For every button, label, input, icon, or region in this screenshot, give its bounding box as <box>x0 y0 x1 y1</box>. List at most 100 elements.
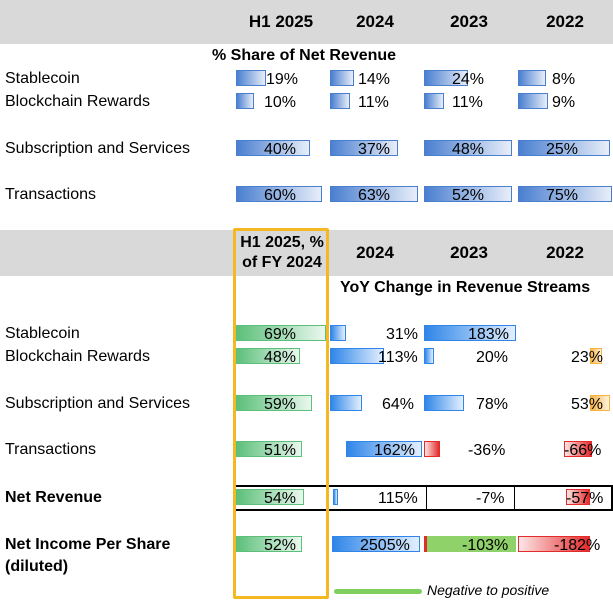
bar-s1-rewards-2023 <box>424 93 444 109</box>
val-s2-subscription-2023: 78% <box>476 396 509 413</box>
bar-s1-rewards-2022 <box>518 93 548 109</box>
bar-s1-subscription-2023 <box>424 140 512 156</box>
row-label-stablecoin: Stablecoin <box>5 70 80 87</box>
bar-s2-net-income-2023 <box>424 536 516 552</box>
val-s2-transactions-2024: 162% <box>374 442 415 459</box>
col-header-2023: 2023 <box>450 12 488 31</box>
bar-s1-transactions-2022 <box>518 186 612 202</box>
net-revenue-divider-3 <box>514 486 515 510</box>
val-s2-net-revenue-2022: -57% <box>566 490 604 507</box>
bar-s2-rewards-h1 <box>236 348 300 364</box>
section2-title: YoY Change in Revenue Streams <box>340 279 591 296</box>
row2-label-net-income: Net Income Per Share <box>5 536 171 553</box>
col-header-2022: 2022 <box>546 12 584 31</box>
val-s2-net-income-2024: 2505% <box>360 537 410 554</box>
col-header-line1: H1 2025, % <box>240 234 324 251</box>
bar-s1-transactions-2023 <box>424 186 512 202</box>
val-s1-rewards-2024: 11% <box>358 94 389 111</box>
val-s2-net-revenue-h1: 54% <box>264 490 297 507</box>
col2-header-2023: 2023 <box>450 243 488 262</box>
val-s1-transactions-2022: 75% <box>546 187 579 204</box>
bar-s2-stablecoin-h1 <box>236 325 326 341</box>
row2-label-stablecoin: Stablecoin <box>5 325 80 342</box>
bar-s1-subscription-h1 <box>236 140 310 156</box>
col-header-h1-2025-pct-fy2024: H1 2025, % of FY 2024 <box>236 233 328 273</box>
val-s2-transactions-h1: 51% <box>264 442 297 459</box>
val-s1-transactions-h1: 60% <box>264 187 297 204</box>
val-s2-transactions-2022: -66% <box>564 442 602 459</box>
bar-s1-rewards-h1 <box>236 93 254 109</box>
bar-s2-transactions-2024 <box>346 441 422 457</box>
val-s2-rewards-2023: 20% <box>476 349 509 366</box>
val-s2-net-revenue-2023: -7% <box>476 490 505 507</box>
bar-s2-net-revenue-2024 <box>333 489 338 505</box>
bar-s2-transactions-2022 <box>564 441 592 457</box>
bar-s1-stablecoin-2023 <box>424 70 468 86</box>
bar-s2-net-income-2022 <box>518 536 590 552</box>
val-s2-stablecoin-2024: 31% <box>386 326 419 343</box>
legend-negative-to-positive-text: Negative to positive <box>427 582 550 598</box>
row2-label-blockchain-rewards: Blockchain Rewards <box>5 348 150 365</box>
bar-s1-subscription-2024 <box>330 140 398 156</box>
bar-s1-stablecoin-2024 <box>330 70 354 86</box>
val-s2-transactions-2023: -36% <box>468 442 506 459</box>
val-s2-stablecoin-2023: 183% <box>468 326 509 343</box>
val-s2-net-income-h1: 52% <box>264 537 297 554</box>
val-s1-stablecoin-2023: 24% <box>452 71 485 88</box>
net-revenue-divider-2 <box>426 486 427 510</box>
bar-s1-stablecoin-h1 <box>236 70 266 86</box>
val-s2-rewards-2022: 23% <box>571 349 604 366</box>
row2-label-transactions: Transactions <box>5 441 96 458</box>
val-s1-stablecoin-h1: 19% <box>266 71 299 88</box>
bar-s2-rewards-2024 <box>330 348 384 364</box>
val-s1-subscription-2022: 25% <box>546 141 579 158</box>
val-s1-rewards-2022: 9% <box>552 94 576 111</box>
col-header-line2: of FY 2024 <box>242 254 322 271</box>
bar-s2-subscription-2022 <box>590 395 610 411</box>
bar-s2-net-income-h1 <box>236 536 302 552</box>
row-label-transactions: Transactions <box>5 186 96 203</box>
val-s1-subscription-2024: 37% <box>358 141 391 158</box>
bar-s2-subscription-h1 <box>236 395 312 411</box>
row-label-blockchain-rewards: Blockchain Rewards <box>5 93 150 110</box>
bar-s2-subscription-2023 <box>424 395 464 411</box>
val-s2-net-income-2023: -103% <box>462 537 509 554</box>
val-s1-transactions-2023: 52% <box>452 187 485 204</box>
bar-s2-rewards-2023 <box>424 348 434 364</box>
bar-s2-stablecoin-2023 <box>424 325 516 341</box>
val-s2-subscription-2024: 64% <box>382 396 415 413</box>
val-s1-rewards-2023: 11% <box>452 94 483 111</box>
val-s1-transactions-2024: 63% <box>358 187 391 204</box>
val-s2-rewards-h1: 48% <box>264 349 297 366</box>
bar-s2-rewards-2022 <box>590 348 602 364</box>
val-s2-rewards-2024: 113% <box>378 349 418 366</box>
val-s1-rewards-h1: 10% <box>264 94 297 111</box>
bar-s2-net-revenue-2022 <box>566 489 590 505</box>
val-s2-net-revenue-2024: 115% <box>378 490 418 507</box>
header-band-middle <box>0 230 613 276</box>
legend-negative-to-positive-line <box>334 589 422 594</box>
bar-s2-net-revenue-h1 <box>236 489 304 505</box>
val-s2-net-income-2022: -182% <box>554 537 601 554</box>
val-s2-subscription-h1: 59% <box>264 396 297 413</box>
bar-s1-transactions-2024 <box>330 186 418 202</box>
row2-label-subscription: Subscription and Services <box>5 395 190 412</box>
val-s1-subscription-2023: 48% <box>452 141 485 158</box>
col-header-h1-2025: H1 2025 <box>248 12 314 31</box>
bar-s1-rewards-2024 <box>330 93 350 109</box>
val-s2-stablecoin-h1: 69% <box>264 326 297 343</box>
bar-s1-transactions-h1 <box>236 186 322 202</box>
h1-2025-highlight-box <box>233 228 329 599</box>
val-s1-subscription-h1: 40% <box>264 141 297 158</box>
bar-s2-transactions-2023 <box>424 441 440 457</box>
bar-s2-net-income-2024 <box>332 536 420 552</box>
header-band-top <box>0 0 613 44</box>
val-s1-stablecoin-2022: 8% <box>552 71 576 88</box>
row-label-subscription: Subscription and Services <box>5 140 190 157</box>
row2-label-diluted: (diluted) <box>5 558 69 575</box>
bar-s1-stablecoin-2022 <box>518 70 546 86</box>
val-s1-stablecoin-2024: 14% <box>358 71 391 88</box>
section1-title: % Share of Net Revenue <box>212 47 397 64</box>
bar-s1-subscription-2022 <box>518 140 610 156</box>
col2-header-2022: 2022 <box>546 243 584 262</box>
